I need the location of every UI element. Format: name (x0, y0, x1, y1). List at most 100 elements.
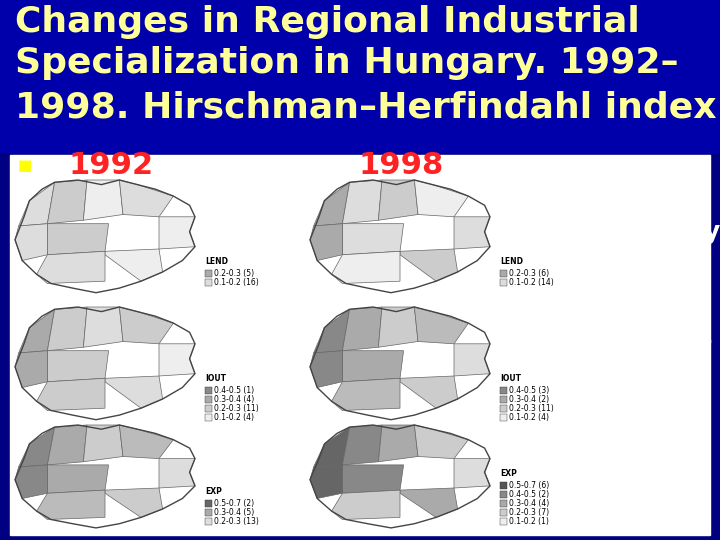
Polygon shape (314, 427, 350, 467)
Bar (500, 414, 507, 421)
Polygon shape (310, 465, 343, 498)
Polygon shape (105, 249, 163, 281)
Polygon shape (415, 425, 469, 458)
Bar (310, 180, 490, 295)
Polygon shape (48, 350, 109, 382)
Polygon shape (454, 458, 490, 488)
Text: IOUT: IOUT (205, 374, 226, 383)
Polygon shape (314, 183, 350, 226)
Polygon shape (343, 224, 404, 255)
Text: 0.2-0.3 (13): 0.2-0.3 (13) (214, 517, 259, 526)
Text: 0.2-0.3 (7): 0.2-0.3 (7) (509, 508, 549, 517)
Text: 0.2-0.3 (11): 0.2-0.3 (11) (214, 404, 258, 413)
Text: 0.5-0.7 (6): 0.5-0.7 (6) (509, 481, 549, 490)
Polygon shape (19, 309, 55, 353)
Bar (310, 425, 490, 530)
Polygon shape (84, 425, 123, 462)
Bar (500, 482, 507, 489)
Bar (205, 270, 212, 277)
Polygon shape (310, 224, 343, 260)
Polygon shape (379, 307, 418, 347)
Text: 0.1-0.2 (1): 0.1-0.2 (1) (509, 517, 549, 526)
Text: LEND: LEND (500, 257, 523, 266)
Polygon shape (19, 427, 55, 467)
Polygon shape (37, 251, 105, 284)
Polygon shape (84, 307, 123, 347)
Bar (205, 387, 212, 394)
Text: 0.4-0.5 (1): 0.4-0.5 (1) (214, 386, 254, 395)
Text: output: output (618, 335, 713, 359)
Text: 0.1-0.2 (4): 0.1-0.2 (4) (509, 413, 549, 422)
Bar (205, 518, 212, 525)
Bar (205, 500, 212, 507)
Polygon shape (15, 465, 48, 498)
Bar (15, 180, 195, 295)
Polygon shape (454, 344, 490, 376)
Polygon shape (454, 217, 490, 249)
Bar (205, 405, 212, 412)
Polygon shape (19, 183, 55, 226)
Text: 0.3-0.4 (4): 0.3-0.4 (4) (214, 395, 254, 404)
Polygon shape (379, 425, 418, 462)
Bar (205, 396, 212, 403)
Bar (310, 307, 490, 422)
Bar (15, 307, 195, 422)
Text: 0.5-0.7 (2): 0.5-0.7 (2) (214, 499, 254, 508)
Bar (205, 414, 212, 421)
Bar (500, 270, 507, 277)
Polygon shape (400, 376, 458, 408)
Text: EXP: EXP (205, 487, 222, 496)
Text: Changes in Regional Industrial: Changes in Regional Industrial (15, 5, 640, 39)
Text: Specialization in Hungary. 1992–: Specialization in Hungary. 1992– (15, 46, 679, 80)
Polygon shape (343, 425, 382, 465)
Text: 0.1-0.2 (14): 0.1-0.2 (14) (509, 278, 554, 287)
Polygon shape (314, 309, 350, 353)
Polygon shape (343, 350, 404, 382)
Bar (205, 509, 212, 516)
Polygon shape (379, 180, 418, 220)
Polygon shape (120, 425, 174, 458)
Polygon shape (48, 224, 109, 255)
Text: 0.2-0.3 (11): 0.2-0.3 (11) (509, 404, 554, 413)
Polygon shape (48, 180, 87, 224)
Text: 0.2-0.3 (5): 0.2-0.3 (5) (214, 269, 254, 278)
Text: employment: employment (618, 220, 720, 244)
Bar (500, 509, 507, 516)
Polygon shape (310, 350, 343, 388)
Bar (15, 425, 195, 530)
Text: 0.4-0.5 (3): 0.4-0.5 (3) (509, 386, 549, 395)
Bar (500, 405, 507, 412)
Bar (10, 155, 710, 535)
Text: ■: ■ (18, 159, 32, 173)
Polygon shape (159, 458, 195, 488)
Polygon shape (400, 488, 458, 517)
Bar (500, 387, 507, 394)
Text: 1998: 1998 (358, 152, 444, 180)
Bar (205, 279, 212, 286)
Polygon shape (48, 465, 109, 493)
Polygon shape (159, 217, 195, 249)
Polygon shape (343, 180, 382, 224)
Polygon shape (48, 307, 87, 350)
Bar (500, 518, 507, 525)
Text: 0.3-0.4 (2): 0.3-0.4 (2) (509, 395, 549, 404)
Polygon shape (415, 180, 469, 217)
Polygon shape (105, 488, 163, 517)
Polygon shape (15, 224, 48, 260)
Polygon shape (37, 379, 105, 410)
Text: 0.1-0.2 (16): 0.1-0.2 (16) (214, 278, 258, 287)
Polygon shape (105, 376, 163, 408)
Text: 31: 31 (684, 522, 700, 535)
Polygon shape (15, 350, 48, 388)
Text: 1992: 1992 (68, 152, 153, 180)
Text: 1998. Hirschman–Herfindahl index: 1998. Hirschman–Herfindahl index (15, 91, 716, 125)
Bar (500, 279, 507, 286)
Polygon shape (332, 379, 400, 410)
Text: 0.3-0.4 (5): 0.3-0.4 (5) (214, 508, 254, 517)
Text: 0.3-0.4 (4): 0.3-0.4 (4) (509, 499, 549, 508)
Polygon shape (120, 180, 174, 217)
Text: EXP: EXP (500, 469, 517, 478)
Text: 0.4-0.5 (2): 0.4-0.5 (2) (509, 490, 549, 499)
Polygon shape (159, 344, 195, 376)
Polygon shape (415, 307, 469, 344)
